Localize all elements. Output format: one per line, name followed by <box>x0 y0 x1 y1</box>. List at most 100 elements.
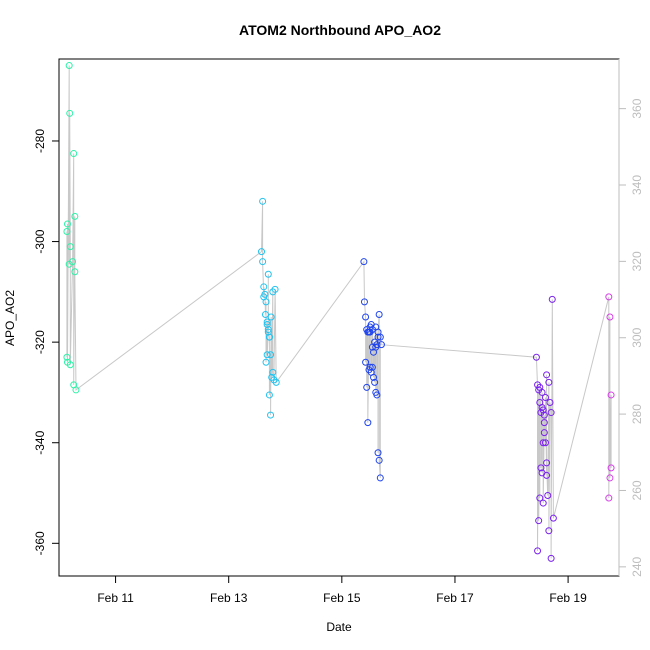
data-point-s1-0 <box>259 197 267 205</box>
data-point-s2-13 <box>374 333 382 341</box>
x-tick-label-2: Feb 15 <box>323 591 361 605</box>
data-point-s2-29 <box>376 474 384 482</box>
data-point-s0-5 <box>63 228 71 236</box>
data-point-s3-21 <box>540 429 548 437</box>
data-point-s0-10 <box>63 353 71 361</box>
y-tick-label-4: -360 <box>33 531 47 555</box>
data-point-s3-13 <box>547 409 555 417</box>
y2-tick-label-5: 340 <box>630 175 644 195</box>
data-point-s3-22 <box>541 393 549 401</box>
data-point-s2-18 <box>364 419 372 427</box>
data-point-s2-28 <box>375 456 383 464</box>
data-point-s1-11 <box>271 285 279 293</box>
data-point-s3-0 <box>532 353 540 361</box>
data-point-s3-7 <box>540 419 548 427</box>
data-point-s4-1 <box>606 313 614 321</box>
data-point-s1-4 <box>261 310 269 318</box>
data-point-s1-9 <box>267 313 275 321</box>
trace-line-layer <box>66 65 612 559</box>
data-point-s2-27 <box>374 449 382 457</box>
x-tick-label-3: Feb 17 <box>436 591 474 605</box>
data-point-s3-8 <box>541 439 549 447</box>
data-point-s1-5 <box>263 321 271 329</box>
data-point-s3-28 <box>545 527 553 535</box>
data-point-s0-1 <box>66 109 74 117</box>
data-point-s3-23 <box>543 371 551 379</box>
data-point-s3-12 <box>546 398 554 406</box>
data-point-s1-21 <box>272 378 280 386</box>
data-point-s2-14 <box>375 310 383 318</box>
data-point-s1-18 <box>267 351 275 359</box>
data-point-s1-26 <box>269 368 277 376</box>
point-layer <box>63 62 615 562</box>
data-point-s4-5 <box>607 464 615 472</box>
data-point-s0-6 <box>66 243 74 251</box>
data-point-s1-16 <box>264 328 272 336</box>
data-point-s2-12 <box>373 341 381 349</box>
data-point-s0-0 <box>65 62 73 70</box>
data-point-s3-16 <box>535 517 543 525</box>
data-point-s4-4 <box>605 494 613 502</box>
x-axis-label: Date <box>326 620 352 634</box>
data-point-s1-8 <box>264 270 272 278</box>
x-axis: Feb 11 Feb 13 Feb 15 Feb 17 Feb 19 <box>97 576 587 605</box>
data-point-s3-29 <box>547 554 555 562</box>
y2-tick-label-2: 280 <box>630 404 644 424</box>
x-tick-label-1: Feb 13 <box>210 591 248 605</box>
y-axis-label: APO_AO2 <box>3 290 17 346</box>
data-point-s1-22 <box>262 358 270 366</box>
data-point-s2-20 <box>366 363 374 371</box>
data-point-s1-6 <box>264 326 272 334</box>
data-point-s2-24 <box>371 378 379 386</box>
y2-axis: 240 260 280 300 320 340 360 <box>619 98 644 577</box>
data-point-s1-13 <box>261 290 269 298</box>
data-point-s1-25 <box>267 411 275 419</box>
data-point-s3-25 <box>538 388 546 396</box>
data-point-s1-15 <box>263 318 271 326</box>
trace-line <box>66 65 612 559</box>
data-point-s3-27 <box>543 459 551 467</box>
data-point-s0-8 <box>71 268 79 276</box>
data-point-s4-3 <box>606 474 614 482</box>
y2-tick-label-0: 240 <box>630 557 644 577</box>
data-point-s1-23 <box>263 351 271 359</box>
y-axis: -280 -300 -320 -340 -360 <box>33 129 59 555</box>
data-point-s3-17 <box>536 494 544 502</box>
data-point-s1-1 <box>258 248 266 256</box>
data-point-s2-16 <box>362 358 370 366</box>
data-point-s2-26 <box>373 391 381 399</box>
data-point-s2-17 <box>363 383 371 391</box>
data-point-s0-9 <box>65 260 73 268</box>
data-point-s3-26 <box>540 411 548 419</box>
y2-tick-label-4: 320 <box>630 251 644 271</box>
data-point-s3-11 <box>545 378 553 386</box>
data-point-s2-34 <box>376 333 384 341</box>
x-tick-label-0: Feb 11 <box>97 591 134 605</box>
y-tick-label-1: -300 <box>33 229 47 253</box>
plot-frame <box>58 58 620 577</box>
data-point-s2-22 <box>368 363 376 371</box>
data-point-s4-2 <box>607 391 615 399</box>
chart-title: ATOM2 Northbound APO_AO2 <box>239 22 441 38</box>
data-point-s2-2 <box>362 313 370 321</box>
y-tick-label-3: -340 <box>33 430 47 454</box>
y2-tick-label-3: 300 <box>630 327 644 347</box>
data-point-s4-0 <box>605 293 613 301</box>
data-point-s2-23 <box>370 373 378 381</box>
x-tick-label-4: Feb 19 <box>549 591 587 605</box>
y-tick-label-0: -280 <box>33 129 47 153</box>
data-point-s0-2 <box>70 150 78 158</box>
data-point-s2-1 <box>360 298 368 306</box>
data-point-s3-14 <box>548 295 556 303</box>
data-point-s1-17 <box>265 333 273 341</box>
data-point-s3-15 <box>534 547 542 555</box>
data-point-s0-14 <box>72 386 80 394</box>
data-point-s3-30 <box>549 514 557 522</box>
data-point-s1-14 <box>262 298 270 306</box>
data-point-s3-10 <box>544 492 552 500</box>
data-point-s3-31 <box>539 499 547 507</box>
data-point-s3-6 <box>539 406 547 414</box>
data-point-s3-20 <box>539 439 547 447</box>
data-point-s2-15 <box>377 341 385 349</box>
